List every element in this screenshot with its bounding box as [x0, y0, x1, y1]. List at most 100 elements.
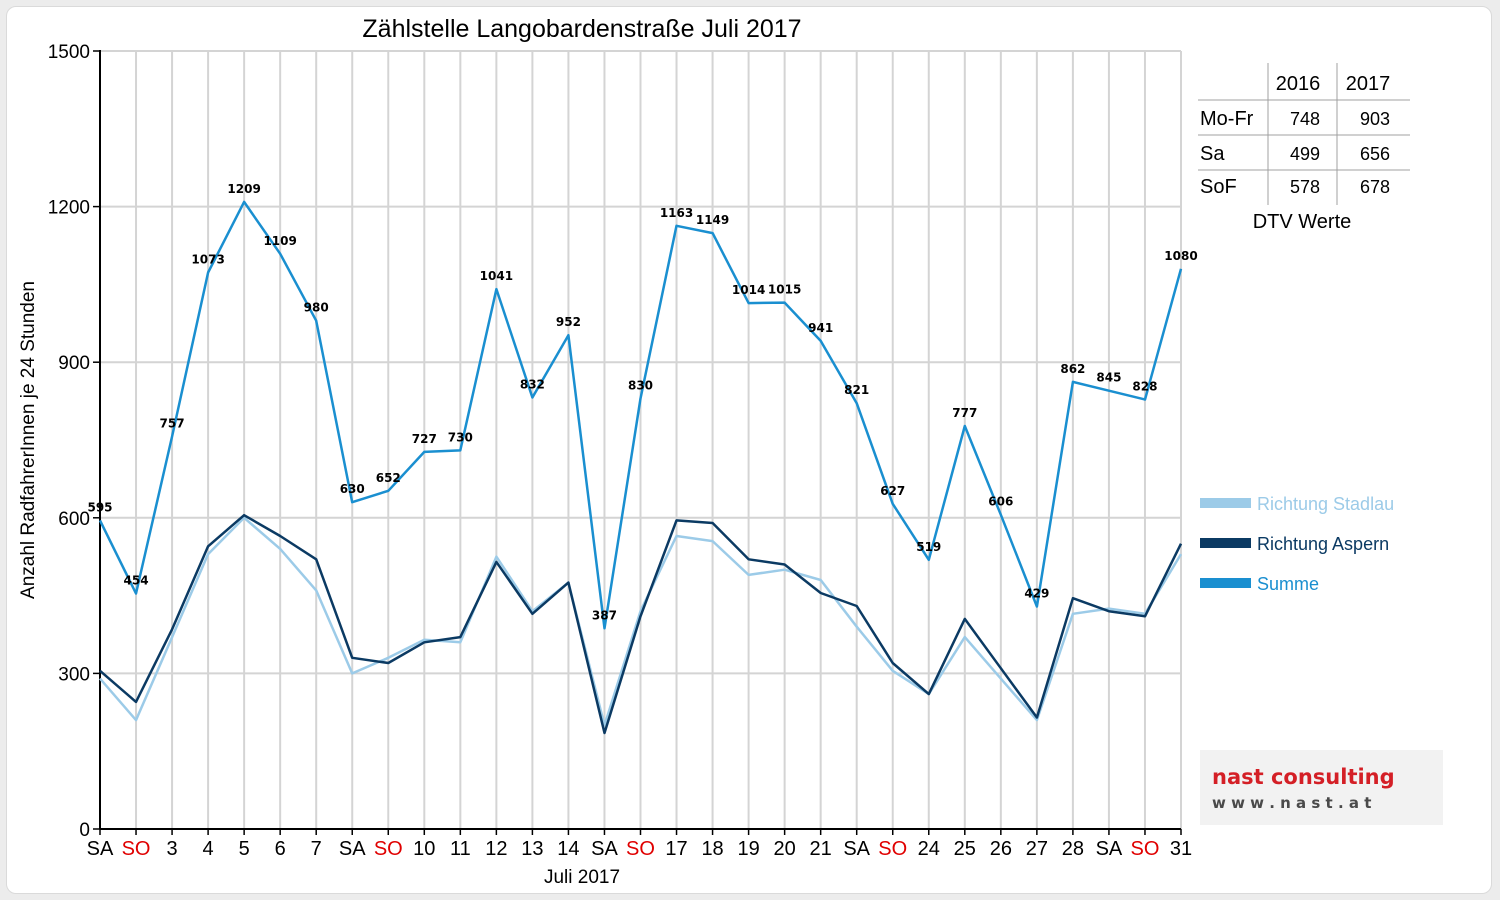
- legend: Richtung Stadlau Richtung Aspern Summe: [1200, 494, 1394, 594]
- legend-label: Richtung Stadlau: [1257, 494, 1394, 514]
- data-label: 727: [412, 432, 437, 446]
- dtv-cell: 903: [1360, 109, 1390, 129]
- data-label: 606: [988, 495, 1013, 509]
- x-tick-label: SA: [591, 838, 618, 860]
- data-label: 980: [304, 301, 329, 315]
- data-label: 627: [880, 484, 905, 498]
- x-tick-label: 11: [450, 838, 471, 860]
- x-tick-label: 24: [918, 838, 940, 860]
- x-tick-label: 18: [701, 838, 723, 860]
- data-label: 1109: [263, 234, 296, 248]
- dtv-header-2017: 2017: [1346, 73, 1391, 95]
- x-tick-label: SA: [1096, 838, 1123, 860]
- x-tick-label: 28: [1062, 838, 1084, 860]
- x-tick-labels: SA SO 3 4 5 6 7 SA SO 10 11 12 13 14 SA SO 17 18 19 20 21 SA S…: [87, 838, 1192, 860]
- x-axis-label: Juli 2017: [544, 867, 620, 888]
- x-tick-label: 19: [737, 838, 759, 860]
- data-label: 429: [1024, 586, 1049, 600]
- x-tick-label: 3: [167, 838, 178, 860]
- axes: [93, 50, 1182, 835]
- data-label: 454: [124, 574, 149, 588]
- company-logo: nast consulting w w w . n a s t . a t: [1200, 750, 1443, 825]
- data-label: 862: [1060, 362, 1085, 376]
- x-tick-label: SA: [339, 838, 366, 860]
- y-tick-label: 1500: [48, 42, 90, 63]
- dtv-row-label: Mo-Fr: [1200, 108, 1254, 130]
- legend-swatch: [1200, 498, 1251, 508]
- x-tick-label: SO: [878, 838, 907, 860]
- data-label: 1014: [732, 283, 765, 297]
- dtv-caption: DTV Werte: [1253, 211, 1352, 233]
- series-lines: [98, 200, 1183, 735]
- legend-swatch: [1200, 578, 1251, 588]
- x-tick-label: 27: [1026, 838, 1048, 860]
- logo-name: nast consulting: [1212, 765, 1395, 789]
- x-tick-label: 13: [521, 838, 543, 860]
- logo-url: w w w . n a s t . a t: [1212, 794, 1371, 812]
- dtv-table: 2016 2017 Mo-Fr 748 903 Sa 499 656 SoF 5…: [1198, 63, 1410, 233]
- x-tick-label: 26: [990, 838, 1012, 860]
- x-tick-label: 25: [954, 838, 976, 860]
- data-label: 1041: [480, 269, 513, 283]
- x-tick-label: 14: [557, 838, 579, 860]
- dtv-cell: 656: [1360, 144, 1390, 164]
- x-tick-label: 6: [275, 838, 286, 860]
- chart-title: Zählstelle Langobardenstraße Juli 2017: [362, 15, 801, 43]
- data-label: 757: [160, 416, 185, 430]
- data-label: 519: [916, 540, 941, 554]
- x-tick-label: SA: [843, 838, 870, 860]
- dtv-cell: 499: [1290, 144, 1320, 164]
- x-tick-label: 4: [203, 838, 214, 860]
- logo-background: [1200, 750, 1443, 825]
- x-tick-label: SO: [122, 838, 151, 860]
- x-tick-label: 7: [311, 838, 322, 860]
- data-label: 652: [376, 471, 401, 485]
- data-label: 832: [520, 377, 545, 391]
- x-tick-label: SO: [1131, 838, 1160, 860]
- data-label: 828: [1132, 380, 1157, 394]
- data-label: 1080: [1164, 249, 1197, 263]
- data-label: 730: [448, 430, 473, 444]
- y-tick-label: 600: [58, 509, 90, 530]
- series-line-2: [99, 513, 1183, 735]
- dtv-row-label: SoF: [1200, 176, 1237, 198]
- data-label: 845: [1096, 371, 1121, 385]
- data-label: 1015: [768, 283, 801, 297]
- y-tick-labels: 0 300 600 900 1200 1500: [48, 42, 90, 841]
- data-label: 1209: [227, 182, 260, 196]
- grid-lines: [100, 50, 1182, 829]
- data-label: 830: [628, 379, 653, 393]
- legend-label: Richtung Aspern: [1257, 534, 1389, 554]
- data-label: 777: [952, 406, 977, 420]
- dtv-cell: 748: [1290, 109, 1320, 129]
- data-label: 1073: [191, 252, 224, 266]
- dtv-cell: 578: [1290, 177, 1320, 197]
- legend-swatch: [1200, 538, 1251, 548]
- data-label: 821: [844, 383, 869, 397]
- x-tick-label: 5: [239, 838, 250, 860]
- x-tick-label: SO: [374, 838, 403, 860]
- x-tick-label: 10: [413, 838, 435, 860]
- dtv-row-label: Sa: [1200, 143, 1225, 165]
- x-tick-label: 21: [810, 838, 832, 860]
- dtv-cell: 678: [1360, 177, 1390, 197]
- data-label: 941: [808, 321, 833, 335]
- data-label: 630: [340, 482, 365, 496]
- data-label: 1163: [660, 206, 693, 220]
- y-tick-label: 0: [79, 820, 90, 841]
- y-tick-label: 900: [58, 353, 90, 374]
- x-tick-label: 12: [485, 838, 507, 860]
- data-label: 387: [592, 608, 617, 622]
- x-tick-label: 31: [1170, 838, 1192, 860]
- y-tick-label: 1200: [48, 198, 90, 219]
- data-label: 1149: [696, 213, 729, 227]
- series-line-3: [98, 200, 1183, 630]
- data-label: 952: [556, 315, 581, 329]
- x-tick-label: SA: [87, 838, 114, 860]
- x-tick-label: 17: [665, 838, 687, 860]
- data-label: 595: [87, 500, 112, 514]
- x-tick-label: 20: [774, 838, 796, 860]
- y-axis-label: Anzahl RadfahrerInnen je 24 Stunden: [18, 281, 39, 599]
- data-labels: 595 454 757 1073 1209 1109 980 630 652 727 730 1041…: [87, 182, 1197, 622]
